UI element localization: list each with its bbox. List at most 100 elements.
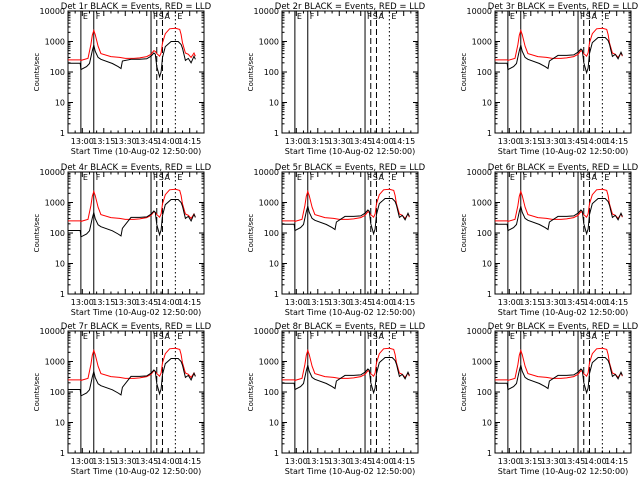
y-tick-label: 100 (50, 388, 65, 397)
x-tick-label: 14:00 (371, 298, 394, 307)
events-series-line (68, 41, 196, 79)
time-marker-label: S (159, 12, 164, 21)
x-tick-label: 13:45 (562, 457, 585, 466)
x-tick-label: 14:15 (392, 137, 415, 146)
time-marker-label: F (580, 332, 585, 341)
y-tick-label: 10 (482, 260, 492, 269)
y-tick-label: 100 (477, 229, 492, 238)
time-marker-label: F (580, 12, 585, 21)
time-marker-label: F (96, 332, 101, 341)
time-marker-label: A (591, 12, 597, 21)
x-tick-label: 13:15 (306, 457, 329, 466)
time-marker-label: E (177, 173, 182, 182)
x-tick-label: 13:30 (541, 298, 564, 307)
detector-panel-4: Det 4r BLACK = Events, RED = LLD 1 10 100 10… (33, 163, 212, 317)
x-tick-label: 14:00 (584, 137, 607, 146)
x-tick-label: 13:00 (498, 298, 521, 307)
plot-frame (494, 171, 632, 295)
plot-frame (67, 330, 205, 454)
x-tick-label: 13:00 (498, 137, 521, 146)
detector-panel-8: Det 8r BLACK = Events, RED = LLD 1 10 100 10… (247, 322, 426, 476)
x-tick-label: 13:00 (285, 457, 308, 466)
time-marker-label: E (391, 332, 396, 341)
y-tick-label: 10000 (254, 327, 279, 336)
y-axis-label: Counts/sec (247, 53, 255, 92)
y-axis-label: Counts/sec (33, 214, 41, 253)
y-axis-label: Counts/sec (460, 214, 468, 253)
time-marker-label: F (580, 173, 585, 182)
time-marker-label: E (177, 12, 182, 21)
y-tick-label: 10000 (40, 327, 65, 336)
y-tick-label: 100 (264, 229, 279, 238)
time-marker-label: F (523, 173, 528, 182)
y-axis-label: Counts/sec (247, 373, 255, 412)
x-tick-label: 13:30 (541, 457, 564, 466)
time-marker-label: E (83, 332, 88, 341)
panel-title: Det 4r BLACK = Events, RED = LLD (61, 163, 212, 173)
panel-title: Det 2r BLACK = Events, RED = LLD (275, 2, 426, 12)
time-marker-label: E (83, 12, 88, 21)
lld-series-line (68, 347, 196, 381)
time-marker-label: S (586, 173, 591, 182)
x-tick-label: 13:15 (306, 137, 329, 146)
x-axis-label: Start Time (10-Aug-02 12:50:00) (71, 147, 202, 156)
time-marker-label: S (159, 332, 164, 341)
x-tick-label: 14:00 (157, 298, 180, 307)
detector-panel-7: Det 7r BLACK = Events, RED = LLD 1 10 100 10… (33, 322, 212, 476)
time-marker-label: E (604, 12, 609, 21)
x-tick-label: 13:45 (349, 298, 372, 307)
y-tick-label: 10 (482, 99, 492, 108)
y-tick-label: 1 (60, 449, 65, 458)
time-marker-label: F (96, 173, 101, 182)
x-tick-label: 14:15 (178, 457, 201, 466)
y-tick-label: 10 (55, 419, 65, 428)
time-marker-label: A (164, 332, 170, 341)
events-series-line (282, 357, 410, 395)
x-tick-label: 13:45 (562, 137, 585, 146)
time-marker-label: E (83, 173, 88, 182)
x-tick-label: 13:15 (519, 137, 542, 146)
time-marker-label: A (378, 12, 384, 21)
x-axis-label: Start Time (10-Aug-02 12:50:00) (285, 308, 416, 317)
plot-frame (281, 171, 419, 295)
y-tick-label: 100 (477, 68, 492, 77)
time-marker-label: F (153, 332, 158, 341)
time-marker-label: E (391, 12, 396, 21)
y-tick-label: 1000 (259, 199, 279, 208)
x-tick-label: 13:30 (328, 298, 351, 307)
x-tick-label: 14:00 (584, 457, 607, 466)
y-tick-label: 10000 (254, 168, 279, 177)
time-marker-label: F (96, 12, 101, 21)
detector-panel-5: Det 5r BLACK = Events, RED = LLD 1 10 100 10… (247, 163, 426, 317)
x-axis-label: Start Time (10-Aug-02 12:50:00) (498, 467, 629, 476)
y-tick-label: 100 (264, 388, 279, 397)
x-tick-label: 13:15 (92, 137, 115, 146)
y-axis-label: Counts/sec (247, 214, 255, 253)
plot-frame (494, 330, 632, 454)
y-axis-label: Counts/sec (33, 373, 41, 412)
y-tick-label: 1 (274, 129, 279, 138)
x-tick-label: 13:45 (349, 137, 372, 146)
y-tick-label: 1 (487, 449, 492, 458)
panel-title: Det 5r BLACK = Events, RED = LLD (275, 163, 426, 173)
plot-frame (281, 10, 419, 134)
y-tick-label: 1 (60, 290, 65, 299)
panel-title: Det 1r BLACK = Events, RED = LLD (61, 2, 212, 12)
time-marker-label: E (177, 332, 182, 341)
x-tick-label: 13:15 (519, 457, 542, 466)
y-tick-label: 1 (274, 449, 279, 458)
y-axis-label: Counts/sec (460, 373, 468, 412)
panel-title: Det 7r BLACK = Events, RED = LLD (61, 322, 212, 332)
time-marker-label: F (310, 12, 315, 21)
time-marker-label: F (153, 173, 158, 182)
y-axis-label: Counts/sec (33, 53, 41, 92)
time-marker-label: F (523, 12, 528, 21)
y-tick-label: 100 (477, 388, 492, 397)
plot-frame (281, 330, 419, 454)
x-axis-label: Start Time (10-Aug-02 12:50:00) (285, 147, 416, 156)
detector-panel-9: Det 9r BLACK = Events, RED = LLD 1 10 100 10… (460, 322, 639, 476)
x-tick-label: 13:00 (285, 298, 308, 307)
x-tick-label: 14:15 (605, 298, 628, 307)
y-tick-label: 10 (55, 260, 65, 269)
y-tick-label: 100 (50, 68, 65, 77)
